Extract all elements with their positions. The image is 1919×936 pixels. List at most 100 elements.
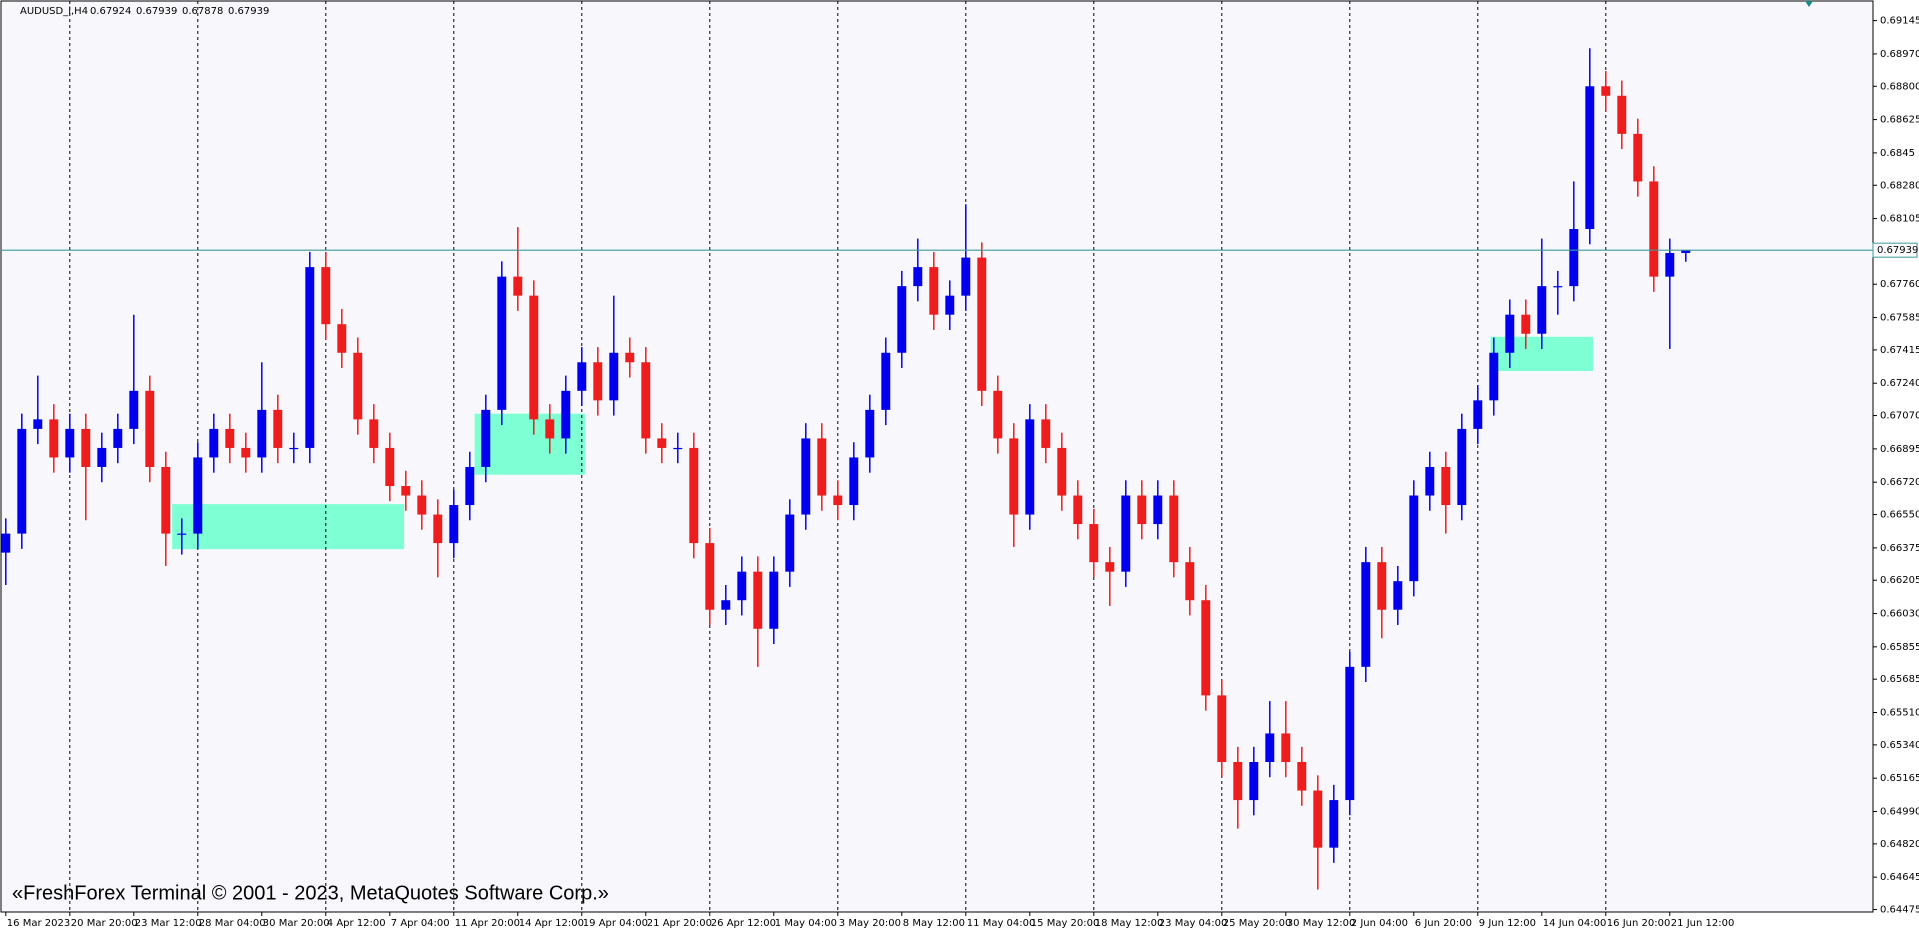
candle-body [529,295,539,420]
candle-body [1553,286,1563,288]
candle-body [657,438,667,448]
candle-body [1473,400,1483,429]
candle-body [1361,562,1371,667]
candle-body [593,362,603,401]
candle-body [465,466,475,506]
last-high: 0.67939 [136,6,177,17]
y-tick-label: 0.67760 [1880,279,1919,290]
x-tick-label: 9 Jun 12:00 [1479,918,1536,929]
candle-body [1313,790,1323,848]
y-tick-label: 0.66550 [1880,510,1919,521]
y-tick-label: 0.69145 [1880,16,1919,27]
y-tick-label: 0.68105 [1880,214,1919,225]
x-tick-label: 14 Jun 04:00 [1543,918,1607,929]
candle-body [737,571,747,601]
x-tick-label: 30 May 12:00 [1287,918,1356,929]
candle-body [113,428,123,448]
candle-body [417,495,427,515]
candle-body [1169,495,1179,563]
candle-body [881,352,891,410]
candle-body [321,267,331,325]
candle-body [1617,95,1627,134]
candle-body [1329,800,1339,848]
candle-body [1089,524,1099,563]
y-tick-label: 0.68625 [1880,115,1919,126]
x-tick-label: 16 Mar 2023 [7,918,70,929]
candle-body [497,276,507,410]
y-tick-label: 0.68970 [1880,49,1919,60]
x-tick-label: 6 Jun 20:00 [1415,918,1472,929]
candle-body [401,486,411,496]
last-low: 0.67878 [182,6,223,17]
candle-body [1185,562,1195,601]
y-tick-label: 0.66895 [1880,444,1919,455]
candle-body [1425,466,1435,496]
candle-body [1073,495,1083,525]
symbol-title: AUDUSD_i,H4 [20,6,88,17]
x-tick-label: 18 May 12:00 [1095,918,1164,929]
candle-body [273,409,283,448]
candle-body [1665,253,1675,277]
candle-body [689,447,699,544]
candle-body [753,571,763,629]
candle-body [353,352,363,420]
y-tick-label: 0.66375 [1880,543,1919,554]
y-tick-label: 0.67070 [1880,411,1919,422]
x-tick-label: 19 Apr 04:00 [583,918,648,929]
candle-body [1153,495,1163,525]
candle-body [289,447,299,450]
candle-body [1297,762,1307,791]
candle-body [1521,314,1531,334]
candle-body [1393,581,1403,610]
candle-body [1681,250,1691,254]
y-tick-label: 0.65855 [1880,642,1919,653]
y-tick-label: 0.65685 [1880,674,1919,685]
zone [172,504,405,550]
candle-body [641,362,651,439]
candle-body [1505,314,1515,353]
x-tick-label: 23 Mar 12:00 [135,918,202,929]
candle-body [1281,733,1291,763]
candle-body [385,447,395,487]
candle-body [1217,695,1227,763]
y-tick-label: 0.65510 [1880,708,1919,719]
candle-body [337,324,347,353]
x-tick-label: 11 Apr 20:00 [455,918,520,929]
x-tick-label: 21 Apr 20:00 [647,918,712,929]
y-tick-label: 0.67585 [1880,313,1919,324]
candle-body [1569,229,1579,287]
y-tick-label: 0.64820 [1880,839,1919,850]
x-tick-label: 16 Jun 20:00 [1607,918,1671,929]
x-tick-label: 15 May 20:00 [1031,918,1100,929]
candle-body [17,428,27,534]
candle-body [625,352,635,363]
y-tick-label: 0.66030 [1880,609,1919,620]
candle-body [1201,600,1211,696]
candle-body [545,419,555,439]
price-label: 0.67939 [1877,245,1918,256]
y-tick-label: 0.66720 [1880,477,1919,488]
candle-body [257,409,267,458]
y-tick-label: 0.68800 [1880,81,1919,92]
candle-body [609,352,619,401]
candle-body [1105,562,1115,572]
candle-body [993,390,1003,439]
candle-body [1633,133,1643,182]
candle-body [961,257,971,296]
candle-body [913,267,923,287]
candle-body [1265,733,1275,763]
x-tick-label: 26 Apr 12:00 [711,918,776,929]
candle-body [305,267,315,448]
candle-body [1409,495,1419,582]
x-tick-label: 4 Apr 12:00 [327,918,386,929]
candle-body [1345,666,1355,801]
candle-body [1,533,11,553]
y-tick-label: 0.64990 [1880,806,1919,817]
candle-body [945,295,955,315]
candle-body [1249,762,1259,801]
y-tick-label: 0.68280 [1880,180,1919,191]
candle-body [1457,428,1467,506]
candle-body [977,257,987,391]
